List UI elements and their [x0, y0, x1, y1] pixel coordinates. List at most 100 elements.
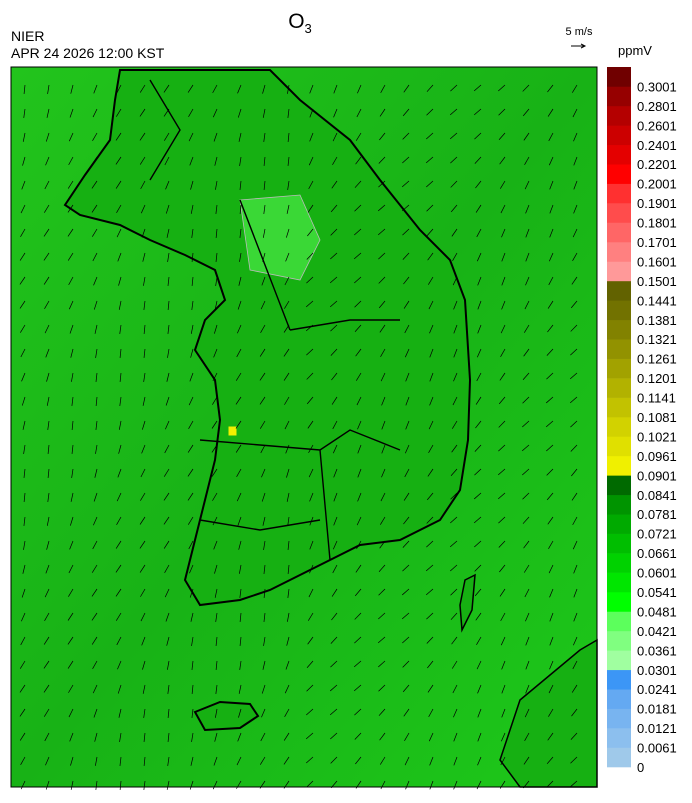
wind-arrow [402, 540, 410, 548]
wind-arrow [381, 396, 386, 406]
wind-arrow [402, 636, 410, 644]
wind-arrow [379, 756, 386, 765]
wind-arrow [44, 732, 50, 742]
wind-arrow [239, 612, 242, 622]
colorbar-label: 0.1701 [637, 235, 677, 250]
colorbar-band [607, 669, 631, 690]
wind-arrow [450, 588, 458, 596]
wind-arrow [215, 252, 218, 262]
colorbar-label: 0.0841 [637, 488, 677, 503]
wind-arrow [237, 300, 242, 310]
wind-arrow [522, 108, 530, 117]
wind-arrow [453, 348, 458, 358]
wind-arrow [215, 636, 218, 646]
wind-arrow [143, 324, 146, 334]
wind-arrow [20, 756, 26, 766]
wind-arrow [44, 588, 50, 598]
wind-arrow [213, 756, 218, 766]
wind-arrow [522, 420, 530, 428]
wind-arrow [523, 540, 530, 549]
wind-arrow [378, 660, 386, 668]
wind-arrow [426, 636, 434, 644]
colorbar-band [607, 592, 631, 612]
wind-arrow [70, 84, 74, 94]
wind-arrow [546, 348, 554, 356]
wind-arrow [286, 636, 290, 646]
wind-arrow [118, 420, 122, 430]
wind-arrow [283, 372, 290, 381]
colorbar-label: 0.0721 [637, 527, 677, 542]
wind-arrow [426, 204, 434, 212]
wind-arrow [92, 540, 98, 550]
colorbar-band [607, 475, 631, 496]
wind-arrow [405, 420, 410, 430]
wind-arrow [331, 372, 338, 381]
wind-arrow [427, 252, 434, 261]
wind-arrow [498, 516, 506, 524]
colorbar-band [607, 494, 631, 515]
wind-arrow [45, 564, 50, 574]
wind-arrow [379, 324, 386, 333]
wind-arrow [549, 660, 554, 670]
wind-arrow [187, 444, 194, 453]
wind-arrow [452, 684, 458, 694]
wind-arrow [43, 636, 50, 645]
colorbar-band [607, 203, 631, 223]
wind-arrow [549, 612, 554, 622]
wind-arrow [329, 276, 338, 284]
colorbar-band [607, 300, 631, 321]
wind-arrow [235, 372, 242, 381]
wind-arrow [501, 228, 506, 238]
wind-arrow [213, 540, 218, 550]
wind-arrow [404, 732, 410, 741]
wind-arrow [570, 780, 578, 788]
title: O3 [288, 10, 312, 36]
wind-arrow [501, 276, 506, 286]
wind-arrow [354, 228, 362, 236]
wind-arrow [547, 300, 554, 309]
wind-arrow [47, 84, 50, 94]
wind-arrow [498, 132, 506, 140]
wind-arrow [501, 684, 506, 694]
wind-arrow [116, 516, 122, 525]
wind-arrow [187, 84, 194, 93]
wind-arrow [238, 708, 242, 718]
wind-arrow [333, 108, 338, 118]
wind-arrow [332, 540, 338, 550]
wind-arrow [548, 132, 554, 142]
wind-arrow [163, 492, 170, 501]
wind-arrow [571, 708, 578, 717]
wind-arrow [139, 540, 146, 549]
wind-arrow [286, 204, 290, 214]
wind-arrow [164, 156, 170, 166]
wind-arrow [354, 300, 362, 308]
wind-arrow [44, 324, 50, 334]
wind-arrow [95, 444, 98, 454]
wind-arrow [20, 348, 26, 358]
wind-arrow [263, 132, 266, 142]
wind-arrow [139, 84, 146, 93]
wind-arrow [429, 756, 434, 766]
wind-arrow [21, 612, 26, 622]
wind-arrow [91, 156, 98, 165]
wind-arrow [212, 396, 218, 405]
wind-arrow [452, 276, 458, 286]
wind-arrow [353, 660, 362, 668]
wind-arrow [309, 540, 314, 550]
wind-arrow [67, 180, 74, 189]
wind-arrow [549, 204, 554, 214]
wind-arrow [46, 372, 50, 382]
wind-arrow [191, 708, 194, 718]
wind-arrow [356, 108, 362, 118]
wind-arrow [118, 300, 122, 310]
wind-arrow [333, 468, 338, 478]
wind-arrow [286, 228, 290, 238]
wind-arrow [167, 756, 170, 766]
wind-arrow [167, 660, 170, 670]
colorbar-label: 0.0901 [637, 468, 677, 483]
colorbar-band [607, 378, 631, 398]
colorbar-label: 0.1901 [637, 196, 677, 211]
wind-arrow [378, 252, 386, 260]
wind-arrow [190, 324, 194, 334]
wind-arrow [211, 468, 218, 477]
